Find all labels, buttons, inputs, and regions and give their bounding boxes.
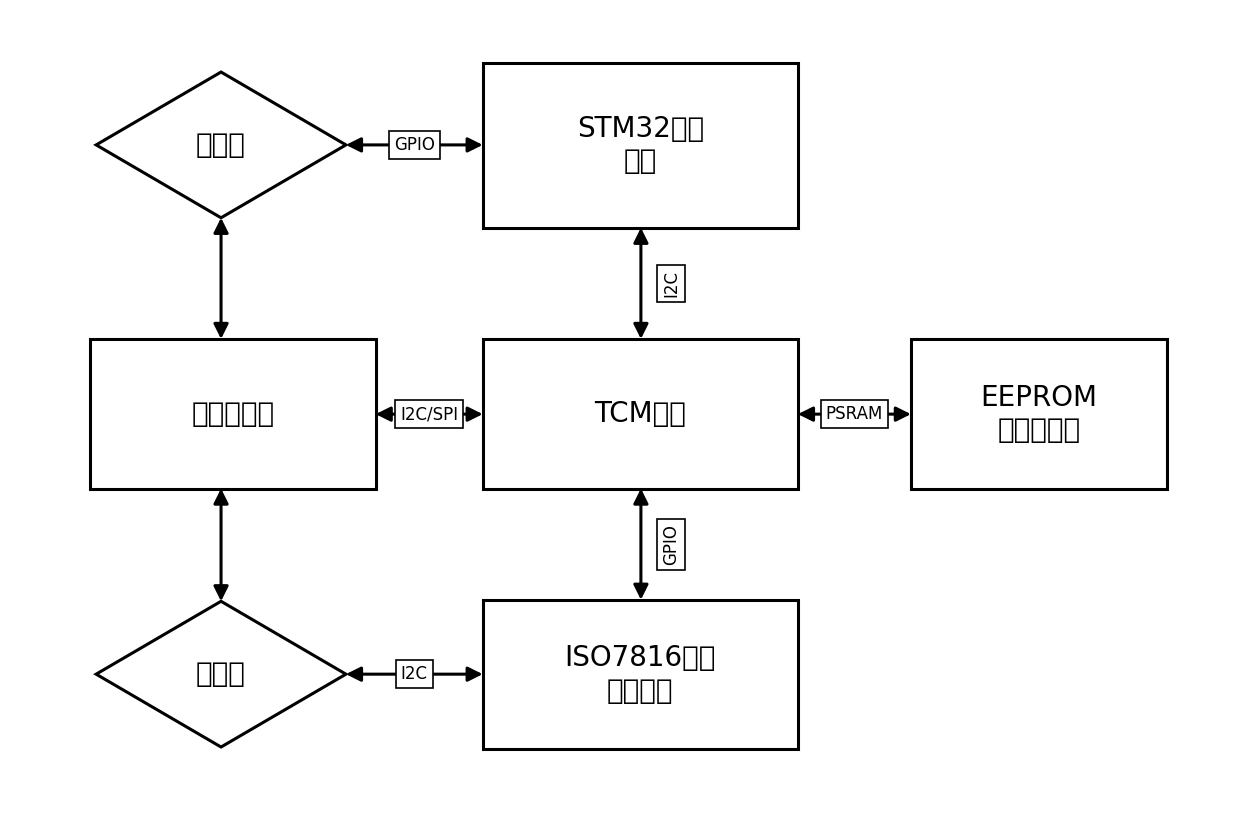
Bar [483,600,798,749]
Bar [483,339,798,489]
Text: STM32管理
芯片: STM32管理 芯片 [576,115,704,175]
Polygon shape [97,72,346,218]
Text: 以太网端口: 以太网端口 [191,400,275,428]
Text: GPIO: GPIO [394,136,435,154]
Text: 数据包: 数据包 [196,131,247,159]
Polygon shape [97,601,346,747]
Text: I2C/SPI: I2C/SPI [400,405,458,424]
Text: PSRAM: PSRAM [825,405,883,424]
Text: TCM芯片: TCM芯片 [595,400,686,428]
Text: I2C: I2C [663,270,680,297]
Text: GPIO: GPIO [663,524,680,565]
Text: 数据包: 数据包 [196,660,247,688]
Bar [483,63,798,228]
Bar [911,339,1167,489]
Text: I2C: I2C [401,665,427,683]
Text: EEPROM
扩展存储器: EEPROM 扩展存储器 [980,384,1098,444]
Bar [90,339,375,489]
Text: ISO7816模块
密钥验证: ISO7816模块 密钥验证 [565,645,716,705]
